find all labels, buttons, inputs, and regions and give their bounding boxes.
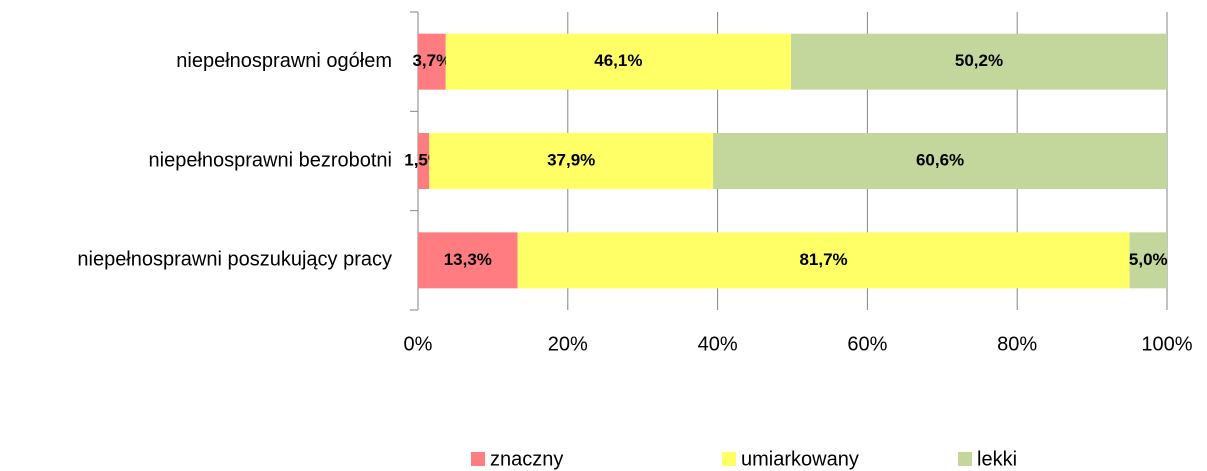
x-tick-label: 80% [997,333,1037,355]
legend-swatch [958,452,972,466]
value-label: 37,9% [547,150,595,169]
legend-swatch [722,452,736,466]
x-tick-label: 0% [404,333,433,355]
legend-swatch [471,452,485,466]
x-tick-label: 40% [698,333,738,355]
legend-label: znaczny [490,448,563,470]
legend-label: lekki [977,448,1017,470]
bar-segment [1129,232,1167,289]
value-label: 5,0% [1129,250,1168,269]
value-label: 46,1% [594,51,642,70]
value-label: 60,6% [916,150,964,169]
bar-segment [418,232,518,289]
bar-segment [445,33,792,90]
bar-segment [713,133,1167,189]
y-tick-label: niepełnosprawni ogółem [176,50,392,72]
bar-segment [418,133,430,189]
legend-label: umiarkowany [741,448,859,470]
value-label: 13,3% [444,250,492,269]
bar-segment [418,33,446,90]
bar-segment [791,33,1167,90]
bar-segment [429,133,714,189]
bar-segment [517,232,1130,289]
x-tick-label: 20% [548,333,588,355]
x-tick-label: 60% [847,333,887,355]
x-tick-label: 100% [1141,333,1192,355]
y-tick-label: niepełnosprawni poszukujący pracy [77,249,392,271]
value-label: 3,7% [412,51,451,70]
value-label: 81,7% [799,250,847,269]
value-label: 50,2% [955,51,1003,70]
y-tick-label: niepełnosprawni bezrobotni [149,149,393,171]
